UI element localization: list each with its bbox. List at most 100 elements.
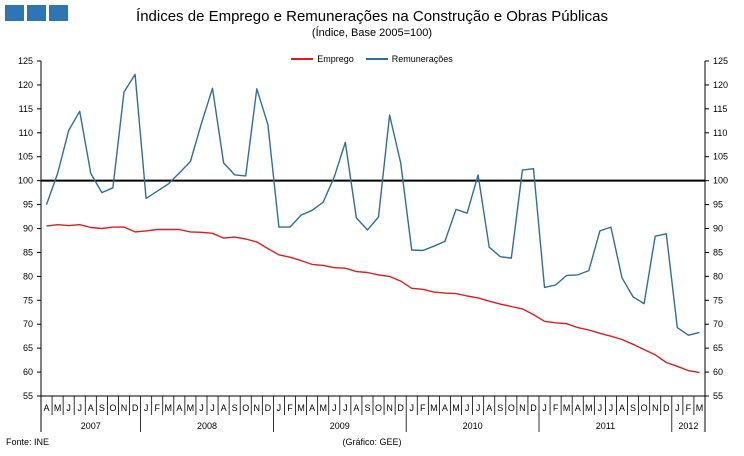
legend-label-remuneracoes: Remunerações [391,54,453,64]
x-month-label: N [121,403,128,413]
x-year-label: 2011 [596,421,615,431]
x-month-label: J [465,403,470,413]
x-month-label: O [641,403,648,413]
y-tick-label-left: 125 [18,56,33,66]
x-month-label: F [154,403,160,413]
x-month-label: M [187,403,195,413]
y-tick-label-right: 110 [713,128,727,138]
x-month-label: O [242,403,249,413]
y-tick-label-left: 60 [23,367,33,377]
x-month-label: N [254,403,261,413]
x-month-label: M [563,403,571,413]
brand-logo [5,5,68,21]
y-tick-label-left: 100 [18,176,33,186]
x-month-label: A [88,403,94,413]
logo-block [27,5,46,21]
x-month-label: J [199,403,204,413]
chart-title: Índices de Emprego e Remunerações na Con… [136,8,608,25]
x-month-label: O [508,403,515,413]
x-month-label: J [675,403,680,413]
x-month-label: M [696,403,704,413]
x-month-label: A [442,403,448,413]
x-month-label: J [66,403,71,413]
x-month-label: J [277,403,282,413]
x-month-label: J [476,403,481,413]
x-month-label: S [497,403,503,413]
x-month-label: M [452,403,460,413]
x-month-label: S [630,403,636,413]
x-month-label: S [232,403,238,413]
x-month-label: F [287,403,293,413]
y-tick-label-left: 120 [18,80,33,90]
y-tick-label-right: 105 [713,152,728,162]
x-month-label: O [109,403,116,413]
y-tick-label-right: 95 [713,200,723,210]
x-month-label: F [420,403,426,413]
x-month-label: O [375,403,382,413]
logo-block [5,5,24,21]
y-tick-label-right: 120 [713,80,728,90]
y-tick-label-left: 80 [23,271,33,281]
x-month-label: J [343,403,348,413]
x-month-label: M [54,403,62,413]
series-line-emprego [46,223,700,374]
x-month-label: N [652,403,659,413]
y-tick-label-left: 105 [18,152,33,162]
x-month-label: D [265,403,272,413]
y-tick-label-left: 115 [19,104,33,114]
logo-block [49,5,68,21]
y-tick-label-right: 55 [713,391,723,401]
x-month-label: N [386,403,393,413]
y-tick-label-right: 65 [713,343,723,353]
x-month-label: J [144,403,149,413]
x-year-label: 2012 [678,421,698,431]
y-tick-label-right: 90 [713,224,723,234]
y-tick-label-right: 80 [713,271,723,281]
y-tick-label-right: 100 [713,176,728,186]
x-month-label: A [44,403,50,413]
x-month-label: A [486,403,492,413]
y-tick-label-right: 115 [713,104,727,114]
x-month-label: J [77,403,82,413]
y-tick-label-right: 125 [713,56,728,66]
y-tick-label-left: 70 [23,319,33,329]
x-month-label: J [409,403,414,413]
x-month-label: A [619,403,625,413]
x-month-label: J [542,403,547,413]
x-month-label: J [598,403,603,413]
y-tick-label-right: 75 [713,295,723,305]
legend-item-remuneracoes: Remunerações [365,54,453,64]
legend-swatch-remuneracoes [365,58,388,60]
x-month-label: M [430,403,438,413]
x-month-label: J [332,403,337,413]
x-month-label: S [364,403,370,413]
y-tick-label-right: 60 [713,367,723,377]
chart-legend: Emprego Remunerações [0,54,744,64]
x-month-label: J [210,403,215,413]
y-tick-label-left: 110 [19,128,33,138]
legend-swatch-emprego [291,58,314,60]
x-year-label: 2009 [330,421,350,431]
x-year-label: 2007 [81,421,101,431]
x-month-label: A [176,403,182,413]
y-tick-label-right: 85 [713,247,723,257]
series-line-remuneracoes [45,73,700,336]
x-year-label: 2008 [197,421,217,431]
x-month-label: D [663,403,670,413]
x-month-label: A [221,403,227,413]
x-month-label: A [575,403,581,413]
source-note: Fonte: INE [6,437,50,447]
x-month-label: D [530,403,537,413]
y-tick-label-left: 65 [23,343,33,353]
y-tick-label-left: 95 [23,200,33,210]
y-tick-label-left: 55 [23,391,33,401]
y-tick-label-left: 90 [23,224,33,234]
x-month-label: M [319,403,327,413]
x-month-label: D [397,403,404,413]
legend-label-emprego: Emprego [317,54,354,64]
x-month-label: A [309,403,315,413]
x-month-label: N [519,403,526,413]
credit-note: (Gráfico: GEE) [342,437,402,447]
y-tick-label-right: 70 [713,319,723,329]
